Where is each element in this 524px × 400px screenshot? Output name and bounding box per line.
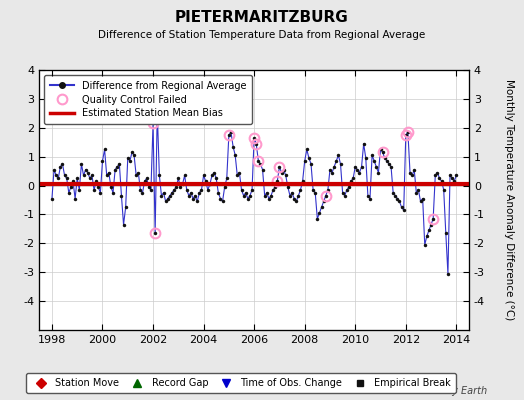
Legend: Station Move, Record Gap, Time of Obs. Change, Empirical Break: Station Move, Record Gap, Time of Obs. C… (26, 374, 456, 393)
Y-axis label: Monthly Temperature Anomaly Difference (°C): Monthly Temperature Anomaly Difference (… (505, 79, 515, 321)
Legend: Difference from Regional Average, Quality Control Failed, Estimated Station Mean: Difference from Regional Average, Qualit… (44, 75, 253, 124)
Text: Berkeley Earth: Berkeley Earth (415, 386, 487, 396)
Text: Difference of Station Temperature Data from Regional Average: Difference of Station Temperature Data f… (99, 30, 425, 40)
Text: PIETERMARITZBURG: PIETERMARITZBURG (175, 10, 349, 25)
